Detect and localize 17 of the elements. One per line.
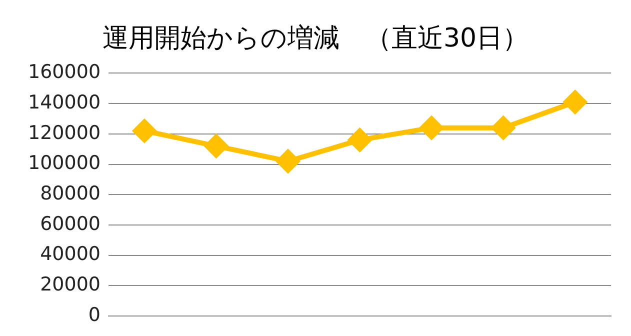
y-tick-label: 100000 <box>28 152 101 174</box>
y-tick-label: 60000 <box>40 212 101 235</box>
point <box>204 134 228 158</box>
y-tick-label: 0 <box>88 304 101 326</box>
point <box>348 128 372 152</box>
point <box>132 119 156 142</box>
y-tick-label: 160000 <box>28 61 101 84</box>
chart-title: 運用開始からの増減 （直近30日） <box>102 23 529 54</box>
point <box>420 116 444 140</box>
y-tick-label: 40000 <box>40 243 101 266</box>
y-tick-label: 20000 <box>40 274 101 296</box>
y-tick-label: 140000 <box>28 91 101 114</box>
y-tick-label: 80000 <box>40 182 101 205</box>
point <box>564 90 587 114</box>
y-tick-label: 120000 <box>28 122 101 144</box>
point <box>492 116 515 140</box>
point <box>276 150 300 173</box>
